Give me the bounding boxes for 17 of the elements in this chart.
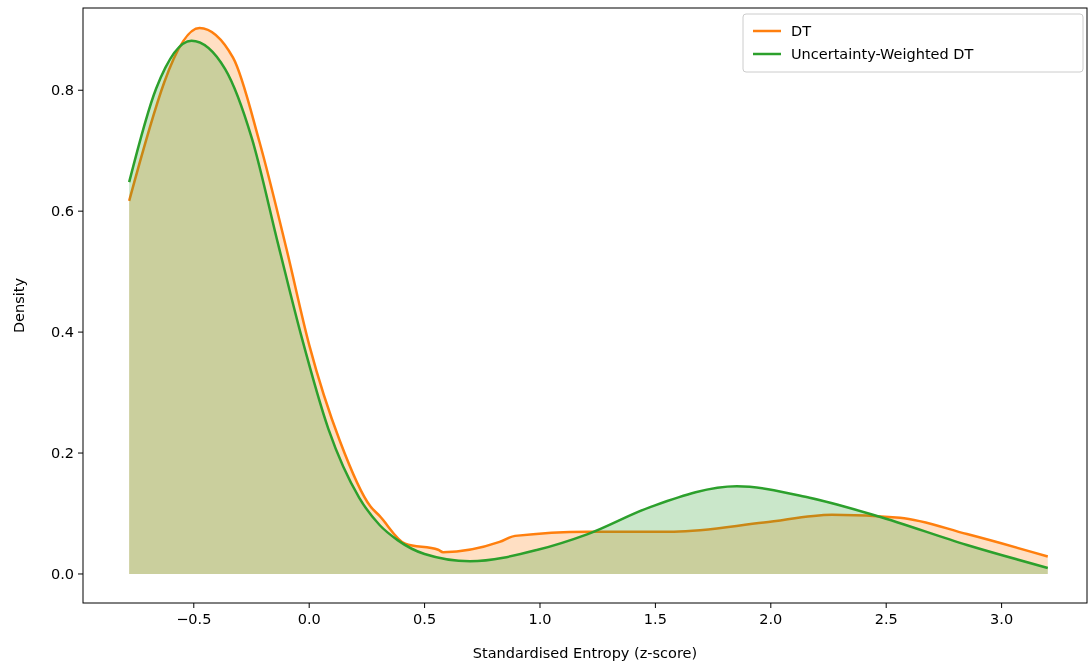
y-axis-title: Density <box>11 277 27 334</box>
x-tick-label: −0.5 <box>176 611 212 627</box>
y-tick-label: 0.2 <box>50 445 74 462</box>
x-axis-title: Standardised Entropy (z-score) <box>472 645 698 661</box>
x-tick-label: 0.0 <box>297 611 321 627</box>
x-tick-label: 3.0 <box>990 611 1014 627</box>
x-tick-label: 2.0 <box>759 611 783 627</box>
y-tick-label: 0.6 <box>50 203 74 220</box>
x-tick-label: 1.5 <box>643 611 667 627</box>
y-tick-label: 0.4 <box>50 324 74 341</box>
legend-label: Uncertainty-Weighted DT <box>791 46 974 62</box>
x-tick-label: 2.5 <box>874 611 898 627</box>
legend-label: DT <box>791 23 812 39</box>
x-tick-label: 1.0 <box>528 611 552 627</box>
y-tick-label: 0.8 <box>50 82 74 99</box>
y-tick-label: 0.0 <box>50 565 74 582</box>
x-tick-label: 0.5 <box>413 611 437 627</box>
